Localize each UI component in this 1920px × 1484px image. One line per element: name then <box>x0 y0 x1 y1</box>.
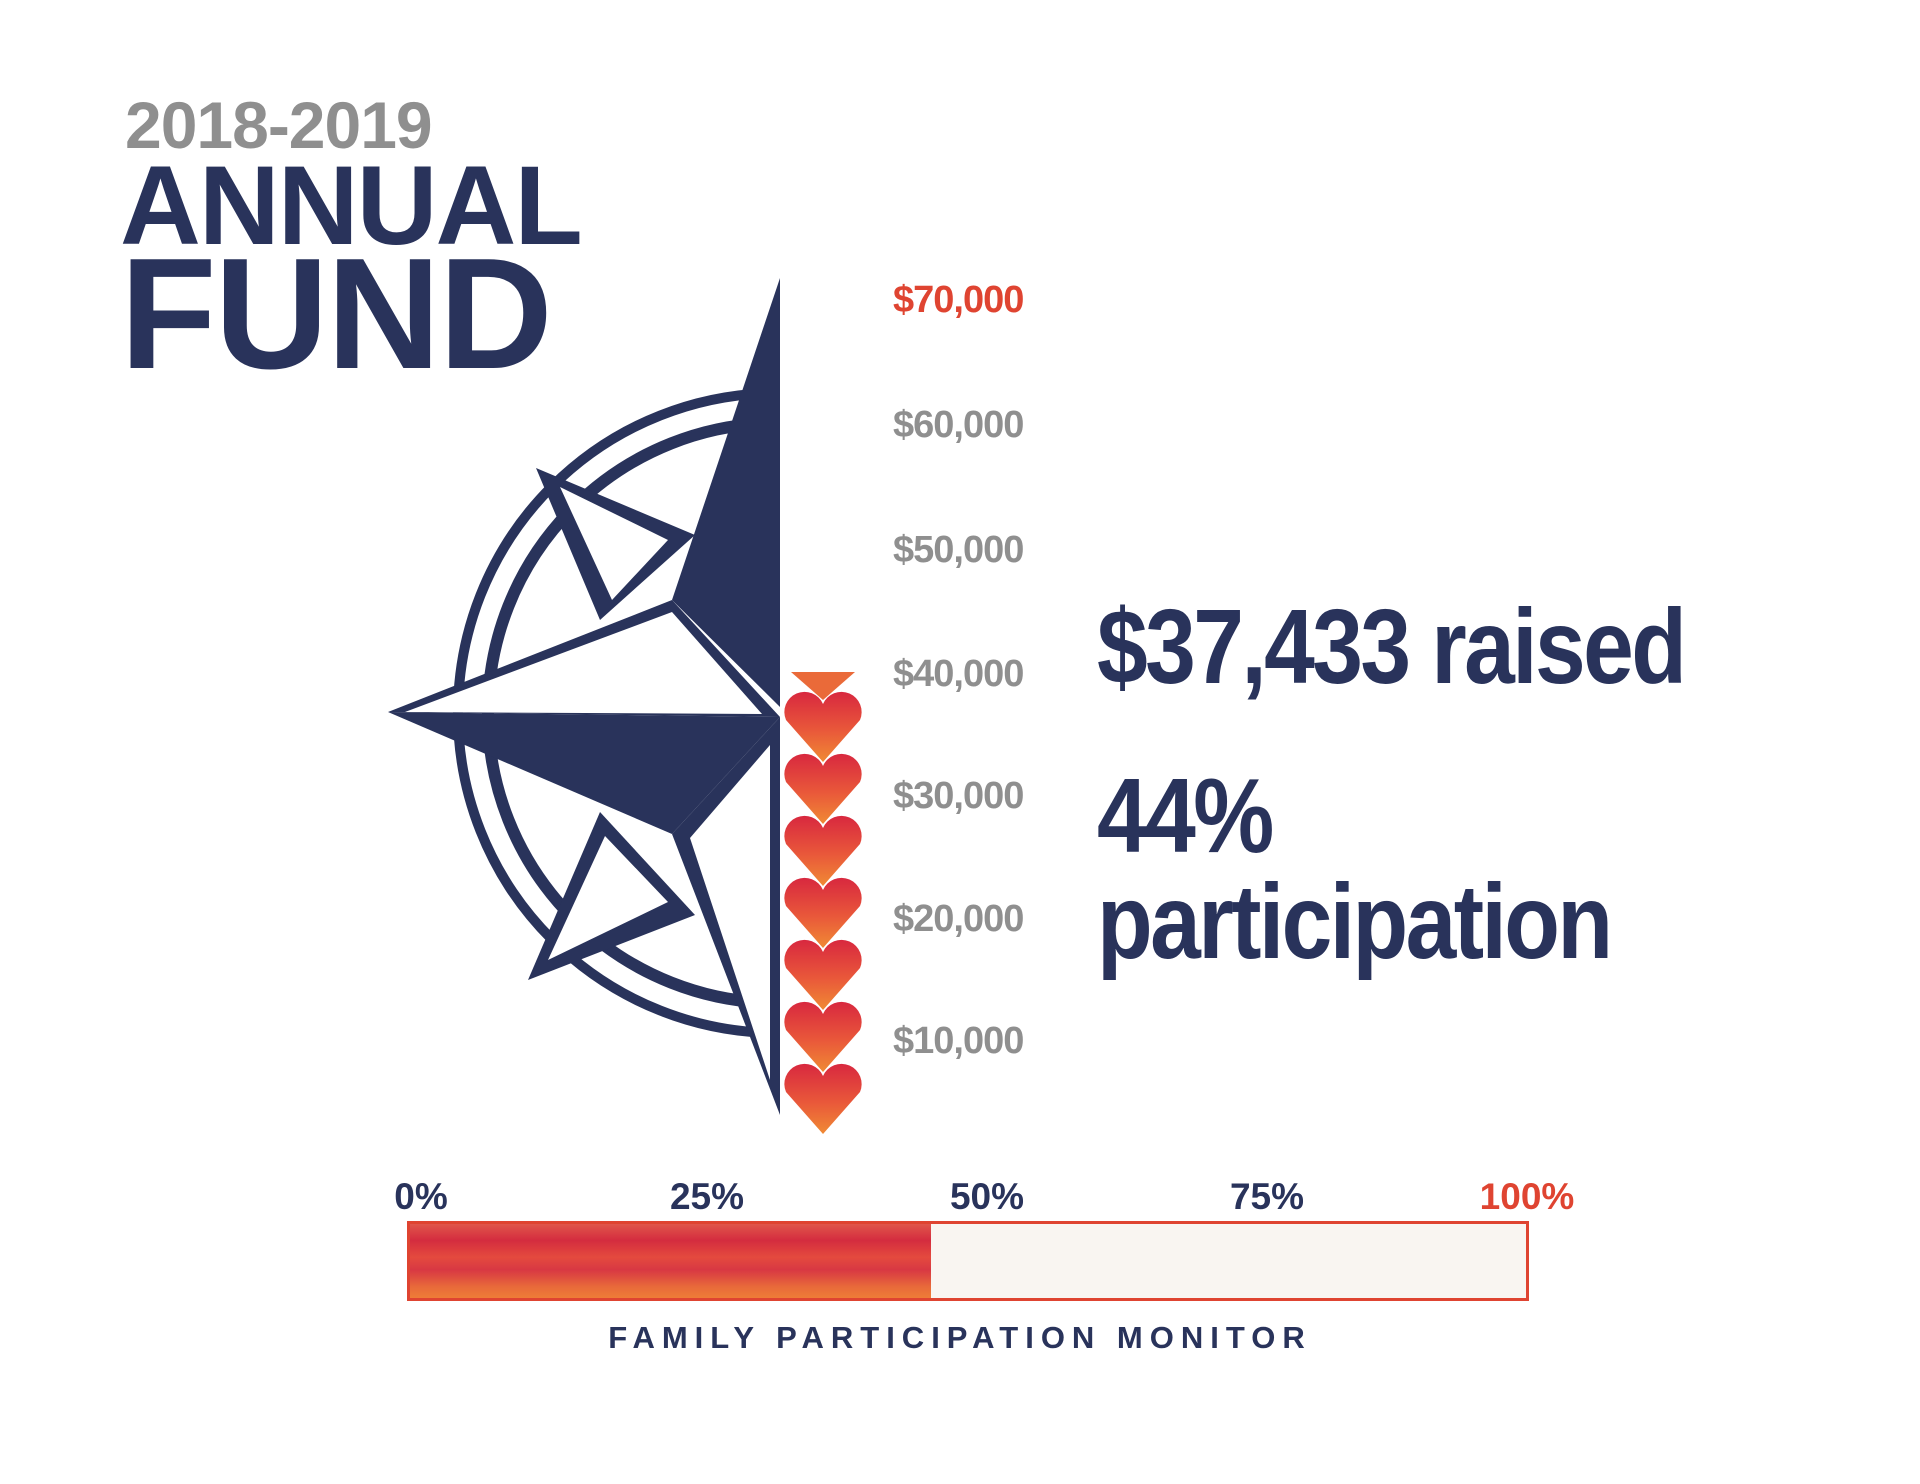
title-fund: FUND <box>120 226 553 402</box>
heart-icon <box>784 1063 862 1134</box>
year-label: 2018-2019 <box>125 88 433 162</box>
heart-icon <box>784 939 862 1010</box>
scale-label: $60,000 <box>893 404 1024 446</box>
scale-label: $50,000 <box>893 529 1024 571</box>
scale-label: $10,000 <box>893 1020 1024 1062</box>
monitor-scale-label: 75% <box>1229 1176 1305 1217</box>
participation-fill <box>410 1224 931 1298</box>
heart-icon <box>784 1001 862 1072</box>
amount-raised: $37,433 raised <box>1097 588 1687 706</box>
partial-heart-icon <box>791 672 855 700</box>
monitor-caption: FAMILY PARTICIPATION MONITOR <box>608 1320 1312 1355</box>
heart-icon <box>784 815 862 886</box>
heart-icon <box>784 691 862 762</box>
monitor-scale-label: 25% <box>669 1176 745 1217</box>
hearts-thermometer <box>784 672 862 1134</box>
heart-icon <box>784 877 862 948</box>
compass-star-highlights <box>405 487 770 1080</box>
heart-icon <box>784 753 862 824</box>
monitor-scale-label: 50% <box>949 1176 1025 1217</box>
monitor-scale-label: 100% <box>1479 1176 1575 1217</box>
scale-label: $40,000 <box>893 653 1024 695</box>
participation-percent: 44% participation <box>1097 757 1613 981</box>
scale-label: $30,000 <box>893 775 1024 817</box>
scale-label: $70,000 <box>893 279 1024 321</box>
monitor-scale-label: 0% <box>394 1176 448 1217</box>
scale-label: $20,000 <box>893 898 1024 940</box>
participation-monitor-bar <box>407 1221 1529 1301</box>
title-annual: ANNUAL <box>120 143 583 268</box>
